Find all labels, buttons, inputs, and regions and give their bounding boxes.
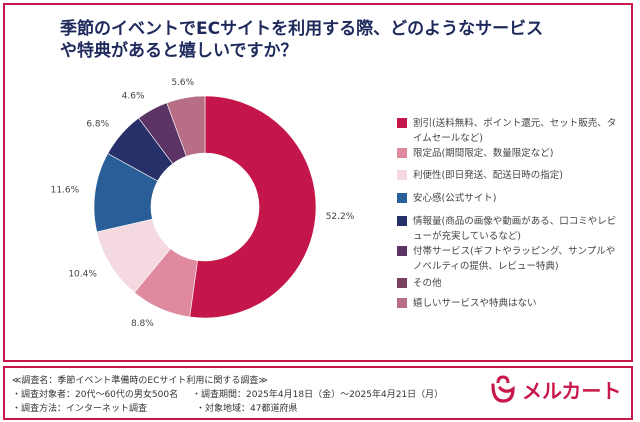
donut-slice — [189, 95, 317, 319]
legend-label: 嬉しいサービスや特典はない — [413, 298, 537, 309]
legend-swatch — [397, 193, 407, 203]
slice-label: 10.4% — [68, 270, 97, 280]
legend-label: 情報量(商品の画像や動画がある、口コミやレビューが充実しているなど) — [413, 216, 617, 242]
slice-label: 8.8% — [131, 319, 154, 329]
legend-item: 割引(送料無料、ポイント還元、セット販売、タイムセールなど) — [397, 116, 618, 146]
legend-label: 付帯サービス(ギフトやラッピング、サンプルやノベルティの提供、レビュー特典) — [413, 246, 616, 272]
legend-swatch — [397, 216, 407, 226]
survey-method: ・調査方法：インターネット調査 — [12, 404, 148, 414]
legend-swatch — [397, 298, 407, 308]
title-line-2: や特典があると嬉しいですか？ — [60, 41, 298, 61]
legend-swatch — [397, 246, 407, 256]
slice-label: 6.8% — [86, 120, 109, 130]
legend-label: 割引(送料無料、ポイント還元、セット販売、タイムセールなど) — [413, 118, 617, 144]
legend-swatch — [397, 148, 407, 158]
slice-label: 4.6% — [122, 91, 145, 101]
survey-period: ・調査期間：2025年4月18日（金）～2025年4月21日（月） — [192, 390, 444, 400]
donut-slice — [166, 95, 206, 157]
slice-label: 11.6% — [51, 186, 80, 196]
slice-label: 5.6% — [171, 78, 194, 88]
merucart-logo: メルカート — [490, 374, 621, 404]
logo-bag-icon — [491, 375, 515, 403]
legend-label: 利便性(即日発送、配送日時の指定) — [413, 170, 563, 181]
survey-region: ・対象地域：47都道府県 — [196, 404, 298, 414]
legend-item: 安心感(公式サイト) — [397, 191, 618, 206]
survey-name: ≪調査名：季節イベント準備時のECサイト利用に関する調査≫ — [12, 376, 268, 386]
legend-label: 安心感(公式サイト) — [413, 193, 497, 204]
survey-footer — [3, 366, 633, 420]
logo-text: メルカート — [522, 378, 622, 403]
chart-title: 季節のイベントでECサイトを利用する際、どのようなサービス や特典があると嬉しい… — [60, 18, 580, 62]
legend-item: 嬉しいサービスや特典はない — [397, 296, 618, 311]
legend-item: その他 — [397, 276, 618, 291]
title-line-1: 季節のイベントでECサイトを利用する際、どのようなサービス — [60, 19, 544, 39]
slice-label: 52.2% — [326, 212, 355, 222]
legend-swatch — [397, 170, 407, 180]
legend-label: その他 — [413, 278, 442, 289]
survey-target: ・調査対象者：20代～60代の男女500名 — [12, 390, 179, 400]
legend-item: 情報量(商品の画像や動画がある、口コミやレビューが充実しているなど) — [397, 214, 618, 244]
legend-label: 限定品(期間限定、数量限定など) — [413, 148, 554, 159]
legend-swatch — [397, 278, 407, 288]
legend-item: 付帯サービス(ギフトやラッピング、サンプルやノベルティの提供、レビュー特典) — [397, 244, 618, 274]
chart-frame — [3, 3, 633, 362]
legend-swatch — [397, 118, 407, 128]
legend-item: 限定品(期間限定、数量限定など) — [397, 146, 618, 161]
legend-item: 利便性(即日発送、配送日時の指定) — [397, 168, 618, 183]
